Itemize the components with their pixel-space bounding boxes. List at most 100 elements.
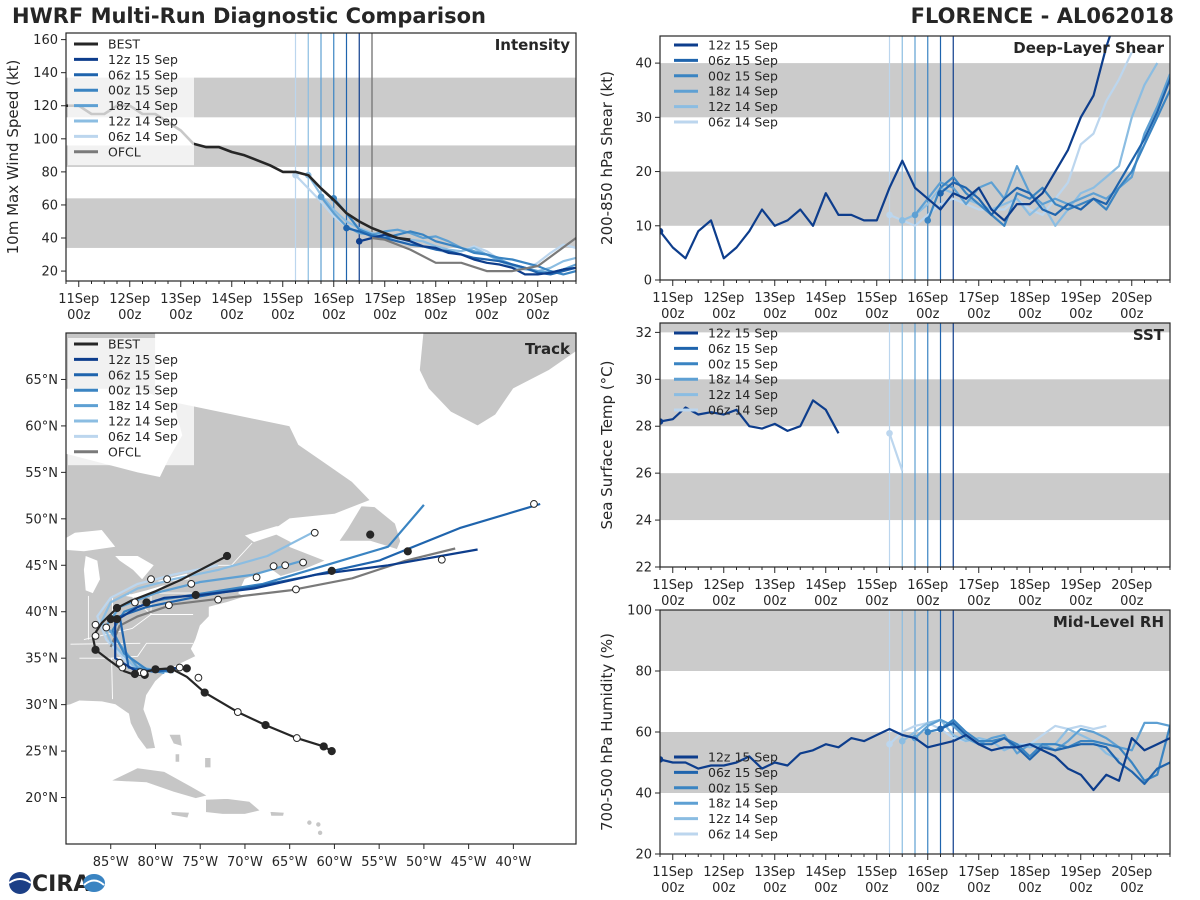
track-marker-open (214, 595, 223, 604)
panel-title: Track (525, 340, 571, 358)
sst-plot-area (660, 323, 1170, 567)
x-tick-label: 18Sep (1009, 865, 1050, 880)
track-line (109, 547, 456, 648)
x-tick-label: 00z (1069, 307, 1093, 322)
x-tick-label: 20Sep (1111, 291, 1152, 306)
x-tick-label: 00z (220, 308, 244, 323)
x-tick-label: 13Sep (160, 292, 201, 307)
legend-label: 06z 14 Sep (108, 129, 178, 144)
x-tick-label: 70°W (227, 855, 263, 870)
legend-label: 12z 15 Sep (108, 52, 178, 67)
x-tick-label: 17Sep (958, 578, 999, 593)
x-tick-label: 11Sep (652, 865, 693, 880)
legend-label: 18z 14 Sep (108, 98, 178, 113)
x-tick-label: 00z (1069, 881, 1093, 896)
y-tick-label: 40 (635, 787, 652, 802)
antilles-island (323, 846, 327, 850)
x-tick-label: 11Sep (652, 291, 693, 306)
x-tick-label: 00z (526, 308, 550, 323)
series-line (359, 233, 576, 276)
x-tick-label: 15Sep (856, 291, 897, 306)
track-marker-open (147, 575, 155, 584)
y-tick-label: 20°N (25, 791, 58, 806)
track-marker-open (130, 598, 139, 607)
x-tick-label: 17Sep (958, 291, 999, 306)
track-marker-open (292, 734, 301, 742)
track-marker-filled (142, 598, 151, 607)
track-marker-open (299, 558, 308, 567)
legend-label: 06z 15 Sep (708, 53, 778, 68)
x-tick-label: 17Sep (958, 865, 999, 880)
x-tick-label: 13Sep (754, 291, 795, 306)
x-tick-label: 00z (712, 307, 736, 322)
y-tick-label: 40°N (25, 605, 58, 620)
series-start-marker (886, 211, 893, 219)
y-tick-label: 100 (627, 604, 652, 619)
x-tick-label: 12Sep (703, 291, 744, 306)
x-tick-label: 00z (1018, 307, 1042, 322)
x-tick-label: 00z (814, 594, 838, 609)
x-tick-label: 00z (916, 594, 940, 609)
x-tick-label: 00z (712, 881, 736, 896)
track-marker-open (163, 575, 172, 584)
x-tick-label: 45°W (451, 855, 487, 870)
legend-label: 06z 15 Sep (108, 67, 178, 82)
x-tick-label: 40°W (495, 855, 531, 870)
x-tick-label: 00z (865, 881, 889, 896)
figure-title: HWRF Multi-Run Diagnostic Comparison (12, 4, 487, 28)
x-tick-label: 17Sep (364, 292, 405, 307)
panel-title: Mid-Level RH (1053, 613, 1164, 631)
legend-label: 12z 15 Sep (708, 326, 778, 341)
series-start-marker (924, 217, 932, 224)
y-axis-label: Sea Surface Temp (°C) (598, 360, 616, 529)
y-tick-label: 24 (635, 514, 652, 529)
track-marker-filled (327, 566, 336, 575)
y-tick-label: 30 (635, 111, 652, 126)
track-line (100, 531, 313, 674)
track-marker-open (233, 708, 242, 716)
x-tick-label: 12Sep (703, 865, 744, 880)
x-tick-label: 00z (1069, 594, 1093, 609)
track-marker-filled (261, 720, 270, 730)
series-line (914, 73, 1170, 216)
bahamas-land (174, 753, 181, 763)
track-marker-open (269, 562, 278, 571)
x-tick-label: 00z (1120, 881, 1144, 896)
series-line (660, 727, 1170, 792)
legend-label: 18z 14 Sep (708, 372, 778, 387)
x-tick-label: 60°W (316, 855, 352, 870)
legend-label: OFCL (108, 444, 141, 459)
x-tick-label: 65°W (272, 855, 308, 870)
lake (66, 530, 116, 552)
legend-label: 06z 14 Sep (708, 827, 778, 842)
x-tick-label: 00z (1018, 881, 1042, 896)
series-start-marker (355, 238, 363, 245)
x-tick-label: 16Sep (907, 578, 948, 593)
lake (115, 556, 154, 580)
track-marker-filled (151, 665, 160, 674)
track-marker-open (164, 601, 173, 610)
x-tick-label: 12Sep (703, 578, 744, 593)
y-tick-label: 80 (635, 665, 652, 680)
legend-label: 18z 14 Sep (108, 398, 178, 413)
y-tick-label: 40 (41, 232, 58, 247)
series-start-marker (898, 217, 906, 224)
y-tick-label: 20 (635, 848, 652, 863)
track-marker-open (115, 658, 124, 667)
track-marker-filled (319, 742, 328, 751)
y-axis-label: 700-500 hPa Humidity (%) (598, 633, 616, 831)
x-tick-label: 18Sep (1009, 291, 1050, 306)
y-axis-label: 200-850 hPa Shear (kt) (598, 71, 616, 245)
y-tick-label: 30 (635, 373, 652, 388)
series-line (332, 197, 576, 276)
y-tick-label: 20 (41, 265, 58, 280)
x-tick-label: 12Sep (109, 292, 150, 307)
y-tick-label: 60°N (25, 419, 58, 434)
series-start-marker (317, 193, 325, 200)
track-marker-filled (166, 665, 175, 674)
legend-label: 18z 14 Sep (708, 84, 778, 99)
